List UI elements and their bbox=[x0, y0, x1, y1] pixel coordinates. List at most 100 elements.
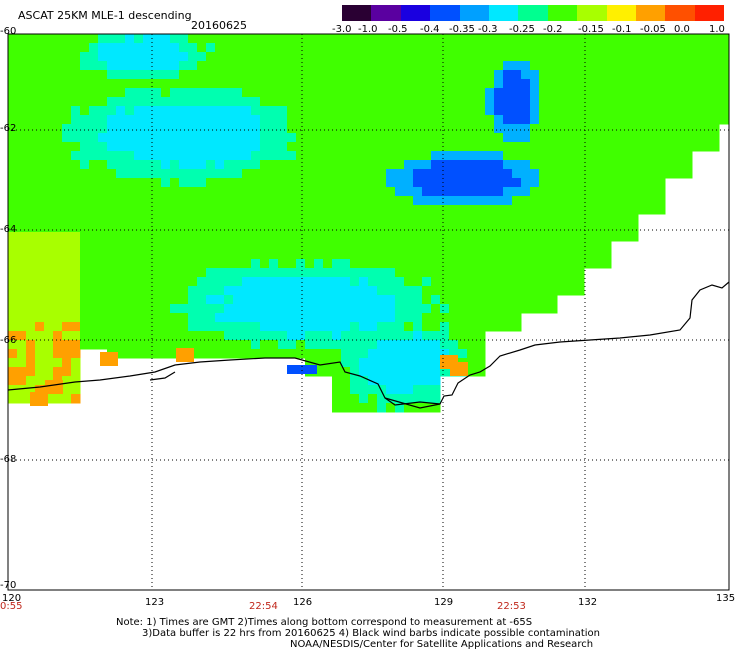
swath-cell bbox=[107, 286, 117, 296]
swath-cell bbox=[125, 313, 135, 323]
swath-cell bbox=[215, 187, 225, 197]
ascat-swath bbox=[8, 34, 729, 413]
swath-cell bbox=[44, 169, 54, 179]
swath-cell bbox=[278, 214, 288, 224]
swath-cell bbox=[476, 349, 486, 359]
swath-cell bbox=[26, 349, 36, 359]
swath-cell bbox=[260, 259, 270, 269]
swath-cell bbox=[26, 70, 36, 80]
swath-cell bbox=[647, 115, 657, 125]
colorbar-tick-label: 0.0 bbox=[674, 24, 690, 35]
swath-cell bbox=[251, 88, 261, 98]
swath-cell bbox=[359, 250, 369, 260]
swath-cell bbox=[44, 223, 54, 233]
swath-cell bbox=[62, 70, 72, 80]
swath-cell bbox=[476, 205, 486, 215]
swath-cell bbox=[197, 340, 207, 350]
swath-cell bbox=[296, 106, 306, 116]
swath-cell bbox=[251, 43, 261, 53]
swath-cell bbox=[359, 322, 369, 332]
swath-cell bbox=[134, 151, 144, 161]
swath-cell bbox=[260, 349, 270, 359]
swath-cell bbox=[377, 133, 387, 143]
swath-cell bbox=[296, 304, 306, 314]
swath-cell bbox=[98, 124, 108, 134]
swath-cell bbox=[485, 241, 495, 251]
swath-cell bbox=[485, 232, 495, 242]
swath-cell bbox=[179, 205, 189, 215]
swath-cell bbox=[26, 133, 36, 143]
swath-cell bbox=[71, 34, 81, 44]
swath-cell bbox=[305, 331, 315, 341]
colorbar-tick-label: -0.05 bbox=[640, 24, 666, 35]
swath-cell bbox=[449, 106, 459, 116]
swath-cell bbox=[242, 349, 252, 359]
swath-cell bbox=[368, 205, 378, 215]
swath-cell bbox=[611, 52, 621, 62]
swath-cell bbox=[89, 340, 99, 350]
swath-cell bbox=[611, 160, 621, 170]
swath-cell bbox=[188, 106, 198, 116]
swath-cell bbox=[395, 385, 405, 395]
swath-cell bbox=[566, 142, 576, 152]
swath-cell bbox=[395, 178, 405, 188]
swath-cell bbox=[467, 304, 477, 314]
swath-cell bbox=[413, 151, 423, 161]
swath-cell bbox=[359, 160, 369, 170]
swath-cell bbox=[35, 367, 45, 377]
swath-cell bbox=[647, 187, 657, 197]
swath-cell bbox=[98, 52, 108, 62]
swath-cell bbox=[494, 196, 504, 206]
swath-cell bbox=[440, 133, 450, 143]
swath-cell bbox=[179, 241, 189, 251]
swath-cell bbox=[377, 52, 387, 62]
swath-cell bbox=[53, 97, 63, 107]
swath-cell bbox=[233, 205, 243, 215]
swath-cell bbox=[8, 133, 18, 143]
swath-cell bbox=[350, 358, 360, 368]
swath-cell bbox=[395, 160, 405, 170]
swath-cell bbox=[179, 187, 189, 197]
swath-cell bbox=[413, 331, 423, 341]
swath-cell bbox=[341, 322, 351, 332]
swath-cell bbox=[530, 214, 540, 224]
swath-cell bbox=[332, 268, 342, 278]
swath-cell bbox=[701, 124, 711, 134]
swath-cell bbox=[143, 61, 153, 71]
swath-cell bbox=[8, 277, 18, 287]
swath-cell bbox=[566, 115, 576, 125]
swath-cell bbox=[629, 232, 639, 242]
swath-cell bbox=[350, 70, 360, 80]
swath-cell bbox=[44, 52, 54, 62]
swath-cell bbox=[134, 52, 144, 62]
swath-cell bbox=[197, 124, 207, 134]
swath-cell bbox=[71, 241, 81, 251]
swath-cell bbox=[422, 169, 432, 179]
swath-cell bbox=[80, 223, 90, 233]
swath-cell bbox=[206, 349, 216, 359]
swath-cell bbox=[368, 133, 378, 143]
swath-cell bbox=[404, 124, 414, 134]
swath-cell bbox=[629, 106, 639, 116]
swath-cell bbox=[404, 160, 414, 170]
swath-cell bbox=[161, 187, 171, 197]
swath-cell bbox=[62, 376, 72, 386]
swath-cell bbox=[521, 205, 531, 215]
swath-cell bbox=[179, 196, 189, 206]
swath-cell bbox=[170, 349, 180, 359]
swath-cell bbox=[413, 178, 423, 188]
swath-cell bbox=[422, 97, 432, 107]
swath-cell bbox=[278, 331, 288, 341]
swath-cell bbox=[449, 313, 459, 323]
swath-cell bbox=[296, 223, 306, 233]
swath-cell bbox=[530, 151, 540, 161]
swath-cell bbox=[359, 268, 369, 278]
swath-cell bbox=[503, 133, 513, 143]
swath-cell bbox=[53, 214, 63, 224]
swath-cell bbox=[224, 232, 234, 242]
swath-cell bbox=[206, 277, 216, 287]
swath-cell bbox=[8, 70, 18, 80]
swath-cell bbox=[350, 403, 360, 413]
swath-cell bbox=[350, 394, 360, 404]
swath-cell bbox=[305, 268, 315, 278]
